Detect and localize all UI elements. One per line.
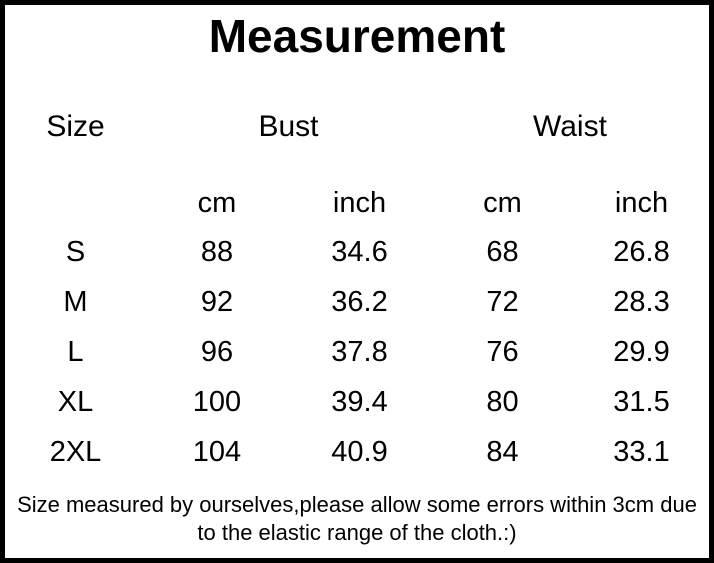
table-row-l: L 96 37.8 76 29.9	[5, 327, 709, 377]
waist-inch-cell: 28.3	[613, 285, 670, 318]
group-header-row: Size Bust Waist	[5, 75, 709, 179]
size-cell: L	[67, 335, 84, 368]
waist-cm-cell: 68	[486, 235, 519, 268]
waist-cm-unit-header: cm	[483, 186, 522, 219]
table-row-s: S 88 34.6 68 26.8	[5, 227, 709, 277]
bust-inch-cell: 37.8	[331, 335, 388, 368]
waist-inch-unit-header: inch	[614, 186, 669, 219]
column-header-size: Size	[46, 110, 105, 143]
bust-cm-cell: 88	[200, 235, 234, 268]
bust-cm-cell: 104	[192, 435, 242, 468]
waist-cm-cell: 72	[486, 285, 519, 318]
table-row-2xl: 2XL 104 40.9 84 33.1	[5, 427, 709, 477]
size-cell: XL	[57, 385, 94, 418]
column-header-waist: Waist	[533, 110, 607, 143]
size-cell: M	[63, 285, 88, 318]
bust-inch-cell: 39.4	[331, 385, 388, 418]
bust-cm-cell: 100	[192, 385, 242, 418]
waist-cm-cell: 84	[486, 435, 519, 468]
bust-inch-unit-header: inch	[332, 186, 387, 219]
table-row-m: M 92 36.2 72 28.3	[5, 277, 709, 327]
bust-cm-cell: 96	[200, 335, 234, 368]
waist-cm-cell: 76	[486, 335, 519, 368]
column-header-bust: Bust	[258, 110, 319, 143]
waist-inch-cell: 33.1	[613, 435, 670, 468]
table-row-xl: XL 100 39.4 80 31.5	[5, 377, 709, 427]
footer-note-line-1: Size measured by ourselves,please allow …	[17, 492, 697, 517]
waist-inch-cell: 26.8	[613, 235, 670, 268]
chart-title: Measurement	[208, 10, 506, 62]
bust-cm-cell: 92	[200, 285, 234, 318]
bust-inch-cell: 40.9	[331, 435, 388, 468]
waist-inch-cell: 29.9	[613, 335, 670, 368]
unit-header-row: cm inch cm inch	[5, 179, 709, 227]
size-cell: 2XL	[49, 435, 102, 468]
bust-inch-cell: 36.2	[331, 285, 388, 318]
footer-note: Size measured by ourselves,please allow …	[5, 491, 709, 547]
waist-inch-cell: 31.5	[613, 385, 670, 418]
footer-note-line-2: to the elastic range of the cloth.:)	[197, 520, 517, 545]
bust-inch-cell: 34.6	[331, 235, 388, 268]
size-cell: S	[65, 235, 86, 268]
empty-cell	[5, 179, 146, 227]
waist-cm-cell: 80	[486, 385, 519, 418]
size-table: Size Bust Waist cm inch cm inch S 88 34.…	[5, 75, 709, 477]
bust-cm-unit-header: cm	[197, 186, 237, 219]
